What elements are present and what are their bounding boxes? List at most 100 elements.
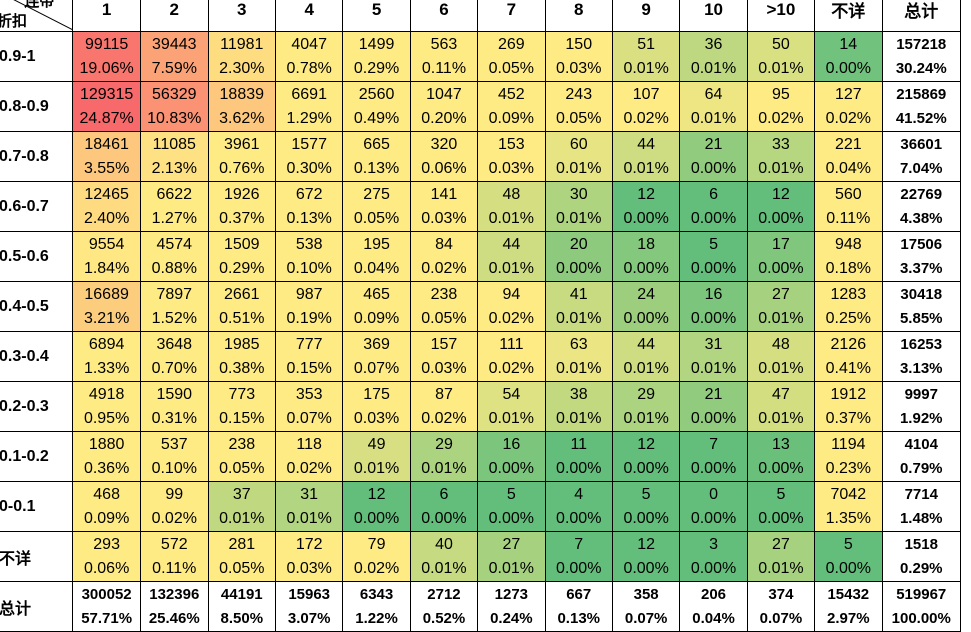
cell-count: 12	[637, 185, 656, 203]
cell-count: 41	[569, 285, 588, 303]
row-total-cell: 7714 1.48%	[881, 481, 961, 532]
cell-count: 269	[498, 35, 525, 53]
data-cell: 2661 0.51%	[207, 281, 276, 332]
cell-count: 30	[569, 185, 588, 203]
row-total-cell: 22769 4.38%	[881, 181, 961, 232]
cell-count: 519967	[896, 585, 947, 603]
data-cell: 84 0.02%	[409, 231, 479, 282]
data-cell: 79 0.02%	[342, 531, 411, 582]
cell-count: 129315	[79, 85, 134, 103]
cell-percent: 3.62%	[219, 109, 265, 127]
data-cell: 452 0.09%	[477, 81, 546, 132]
corner-top-label: 连带	[24, 0, 55, 10]
data-cell: 238 0.05%	[207, 431, 276, 482]
cell-percent: 0.29%	[899, 559, 943, 577]
cell-percent: 0.02%	[421, 259, 467, 277]
cell-count: 777	[295, 335, 323, 353]
cell-count: 0	[709, 485, 718, 503]
row-total-cell: 1518 0.29%	[881, 531, 961, 582]
column-header: 3	[207, 0, 276, 32]
column-header: 4	[274, 0, 344, 32]
data-cell: 12 0.00%	[342, 481, 411, 532]
cell-percent: 0.05%	[219, 559, 265, 577]
data-cell: 11 0.00%	[544, 431, 613, 482]
cell-count: 12	[637, 535, 656, 553]
cell-percent: 0.09%	[488, 109, 535, 127]
data-cell: 243 0.05%	[544, 81, 613, 132]
data-cell: 1926 0.37%	[207, 181, 276, 232]
data-cell: 560 0.11%	[814, 181, 883, 232]
row-total-cell: 157218 30.24%	[881, 31, 961, 82]
cell-percent: 25.46%	[148, 609, 200, 627]
cell-percent: 1.52%	[151, 309, 197, 327]
row-total-cell: 519967 100.00%	[881, 581, 961, 632]
data-cell: 2560 0.49%	[342, 81, 411, 132]
cell-count: 56329	[152, 85, 197, 103]
data-cell: 111 0.02%	[477, 331, 546, 382]
data-cell: 11085 2.13%	[139, 131, 209, 182]
cell-count: 6894	[88, 335, 125, 353]
cell-count: 27	[772, 535, 790, 553]
data-cell: 7897 1.52%	[139, 281, 209, 332]
cell-count: 44191	[220, 585, 263, 603]
cell-count: 14	[839, 35, 858, 53]
cell-percent: 0.00%	[556, 509, 602, 527]
data-cell: 7042 1.35%	[814, 481, 883, 532]
cell-percent: 0.01%	[488, 559, 535, 577]
cell-count: 12	[637, 435, 656, 453]
table-row: 0.9-1 99115 19.06% 39443 7.59% 11981 2.30% 4047…	[0, 31, 961, 82]
cell-count: 16253	[900, 335, 943, 353]
cell-count: 6691	[291, 85, 327, 103]
row-total-cell: 215869 41.52%	[881, 81, 961, 132]
data-cell: 2712 0.52%	[409, 581, 479, 632]
cell-percent: 0.00%	[421, 509, 467, 527]
data-cell: 269 0.05%	[477, 31, 546, 82]
row-header: 0.1-0.2	[0, 431, 74, 482]
cell-percent: 0.07%	[759, 609, 803, 627]
cell-percent: 0.29%	[353, 59, 400, 77]
cell-count: 465	[363, 285, 390, 303]
data-cell: 2126 0.41%	[814, 331, 883, 382]
cell-percent: 57.71%	[81, 609, 133, 627]
table-row: 不详 293 0.06% 572 0.11% 281 0.05% 172 0.03% 79 0.02…	[0, 531, 961, 582]
data-cell: 6894 1.33%	[72, 331, 141, 382]
cell-percent: 0.02%	[758, 109, 804, 127]
cell-count: 5	[641, 485, 651, 503]
cell-percent: 0.00%	[556, 459, 602, 477]
data-cell: 3961 0.76%	[207, 131, 276, 182]
cell-percent: 0.01%	[421, 459, 467, 477]
cell-percent: 0.03%	[488, 159, 535, 177]
data-cell: 16689 3.21%	[72, 281, 141, 332]
data-cell: 118 0.02%	[274, 431, 344, 482]
cell-count: 157	[430, 335, 458, 353]
cell-percent: 0.01%	[353, 459, 400, 477]
cell-percent: 0.02%	[421, 409, 467, 427]
cell-percent: 0.00%	[825, 559, 871, 577]
data-cell: 1985 0.38%	[207, 331, 276, 382]
cell-percent: 10.83%	[147, 109, 202, 127]
data-cell: 38 0.01%	[544, 381, 613, 432]
cell-percent: 0.02%	[488, 359, 535, 377]
data-cell: 60 0.01%	[544, 131, 613, 182]
data-cell: 5 0.00%	[477, 481, 546, 532]
totals-row-header: 总计	[0, 581, 74, 632]
data-cell: 206 0.04%	[679, 581, 748, 632]
cell-percent: 0.31%	[151, 409, 197, 427]
data-cell: 21 0.00%	[679, 381, 748, 432]
cell-percent: 0.02%	[286, 459, 332, 477]
data-cell: 4 0.00%	[544, 481, 613, 532]
data-cell: 15432 2.97%	[814, 581, 883, 632]
data-cell: 12 0.00%	[611, 181, 681, 232]
cell-count: 2560	[358, 85, 395, 103]
cell-count: 33	[772, 135, 790, 153]
cell-percent: 0.10%	[286, 259, 332, 277]
cell-count: 320	[430, 135, 458, 153]
cell-count: 157218	[896, 35, 947, 53]
data-cell: 30 0.01%	[544, 181, 613, 232]
cell-count: 64	[704, 85, 723, 103]
cell-count: 293	[93, 535, 120, 553]
cell-count: 48	[502, 185, 521, 203]
data-cell: 37 0.01%	[207, 481, 276, 532]
cell-count: 15432	[827, 585, 870, 603]
data-cell: 1509 0.29%	[207, 231, 276, 282]
